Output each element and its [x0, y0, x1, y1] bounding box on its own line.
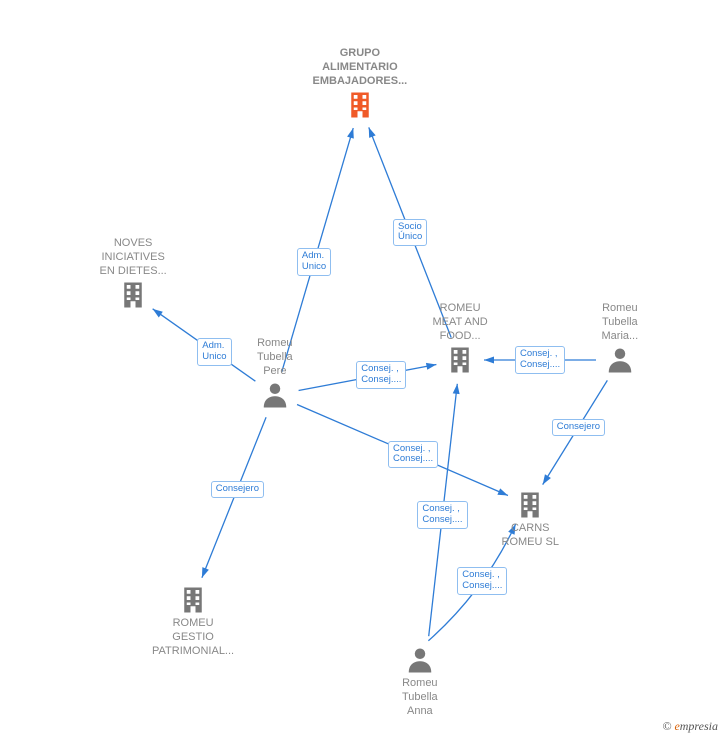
arrowhead-icon: [484, 357, 494, 364]
arrowhead-icon: [369, 127, 376, 138]
graph-edge: [299, 364, 437, 390]
graph-edge: [153, 309, 256, 381]
arrowhead-icon: [453, 384, 460, 394]
graph-edge: [369, 127, 451, 337]
graph-edge: [429, 384, 458, 636]
graph-edge: [202, 417, 266, 577]
copyright-symbol: ©: [662, 719, 671, 733]
arrowhead-icon: [153, 309, 163, 318]
arrowhead-icon: [497, 488, 508, 495]
graph-edge: [297, 405, 508, 496]
network-canvas: [0, 0, 728, 740]
graph-edge: [428, 524, 515, 641]
graph-edge: [282, 128, 353, 372]
arrowhead-icon: [347, 128, 354, 139]
brand-rest: mpresia: [680, 719, 718, 733]
arrowhead-icon: [508, 524, 515, 535]
arrowhead-icon: [426, 363, 436, 370]
arrowhead-icon: [202, 567, 209, 578]
graph-edge: [543, 380, 608, 484]
footer-credit: © empresia: [662, 719, 718, 734]
arrowhead-icon: [543, 474, 551, 484]
